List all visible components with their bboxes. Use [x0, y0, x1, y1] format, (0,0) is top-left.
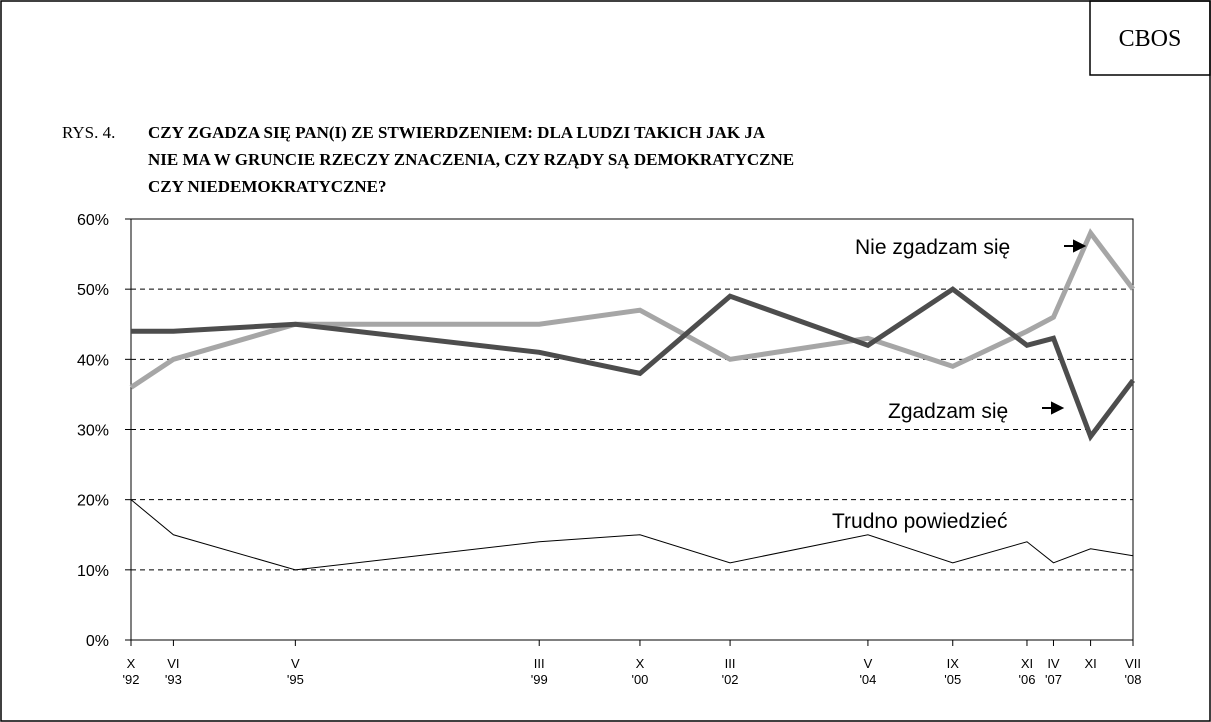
x-tick-label: '07: [1045, 672, 1062, 687]
series-annotation: Trudno powiedzieć: [832, 510, 1008, 533]
series-annotation: Zgadzam się: [888, 400, 1008, 423]
y-tick-label: 30%: [77, 423, 109, 440]
annotation-arrows: [1042, 239, 1087, 415]
figure-label: RYS. 4.: [62, 123, 115, 142]
badge-box: [1089, 0, 1211, 76]
x-tick-label: VII: [1125, 656, 1141, 671]
series-line: [131, 286, 1135, 442]
title-line: CZY ZGADZA SIĘ PAN(I) ZE STWIERDZENIEM: …: [148, 123, 766, 142]
x-tick-label: X: [127, 656, 136, 671]
y-tick-label: 50%: [77, 282, 109, 299]
title-line: NIE MA W GRUNCIE RZECZY ZNACZENIA, CZY R…: [148, 150, 794, 169]
series-line: [130, 499, 1134, 571]
y-tick-label: 10%: [77, 563, 109, 580]
x-tick-label: IV: [1047, 656, 1060, 671]
series-line: [129, 228, 1135, 390]
x-tick-label: III: [534, 656, 545, 671]
x-tick-label: '99: [531, 672, 548, 687]
x-tick-label: '05: [944, 672, 961, 687]
arrow-head: [1073, 239, 1087, 253]
x-tick-label: '00: [631, 672, 648, 687]
x-tick-label: XI: [1021, 656, 1033, 671]
x-tick-label: '93: [165, 672, 182, 687]
x-tick-label: '02: [722, 672, 739, 687]
y-tick-label: 60%: [77, 212, 109, 229]
arrow-head: [1051, 401, 1065, 415]
x-tick-label: V: [291, 656, 300, 671]
x-tick-label: '08: [1125, 672, 1142, 687]
x-tick-label: XI: [1084, 656, 1096, 671]
y-tick-label: 40%: [77, 352, 109, 369]
x-tick-label: V: [864, 656, 873, 671]
series-annotation: Nie zgadzam się: [855, 236, 1010, 259]
y-tick-label: 20%: [77, 493, 109, 510]
x-tick-label: IX: [947, 656, 960, 671]
x-tick-label: '06: [1018, 672, 1035, 687]
x-tick-label: '95: [287, 672, 304, 687]
x-tick-label: '92: [123, 672, 140, 687]
x-tick-label: X: [636, 656, 645, 671]
x-tick-label: VI: [167, 656, 179, 671]
badge: CBOS: [1119, 26, 1182, 52]
x-tick-label: '04: [859, 672, 876, 687]
plot-frame: [130, 218, 1134, 641]
title-line: CZY NIEDEMOKRATYCZNE?: [148, 177, 387, 196]
y-tick-label: 0%: [86, 633, 109, 650]
x-tick-label: III: [725, 656, 736, 671]
